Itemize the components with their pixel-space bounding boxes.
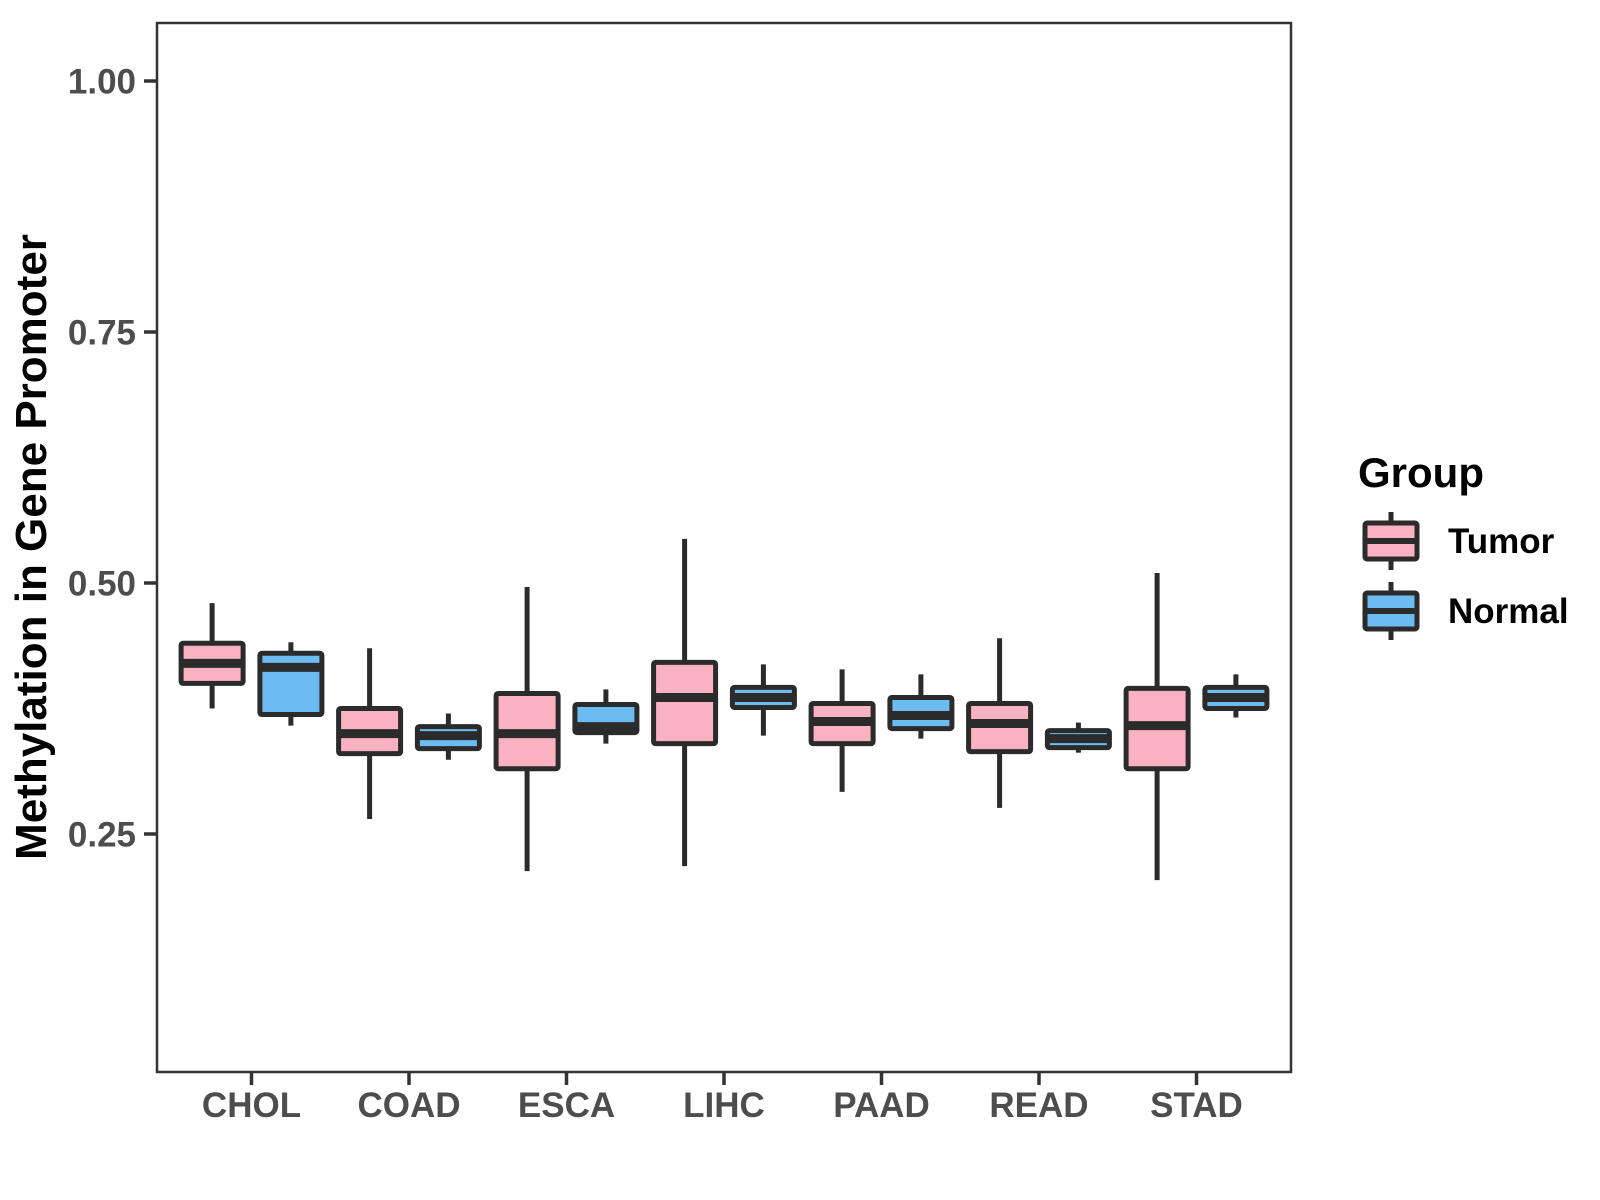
box-LIHC-tumor (651, 659, 719, 747)
x-tick-label-paad: PAAD (833, 1086, 930, 1125)
x-tick-label-lihc: LIHC (683, 1086, 765, 1125)
y-tick-label: 1.00 (68, 62, 136, 101)
x-tick-label-read: READ (989, 1086, 1088, 1125)
legend-label-normal: Normal (1448, 592, 1569, 631)
legend-label-tumor: Tumor (1448, 522, 1555, 561)
box-CHOL-normal (257, 650, 325, 718)
x-tick-label-coad: COAD (357, 1086, 460, 1125)
y-tick-label: 0.50 (68, 564, 136, 603)
y-tick-label: 0.75 (68, 313, 136, 352)
y-tick-label: 0.25 (68, 815, 136, 854)
plot-panel (155, 21, 1293, 1074)
legend-title: Group (1358, 449, 1484, 496)
y-axis-title: Methylation in Gene Promoter (7, 234, 56, 860)
x-tick-label-stad: STAD (1150, 1086, 1243, 1125)
x-tick-label-esca: ESCA (518, 1086, 615, 1125)
x-tick-label-chol: CHOL (202, 1086, 301, 1125)
